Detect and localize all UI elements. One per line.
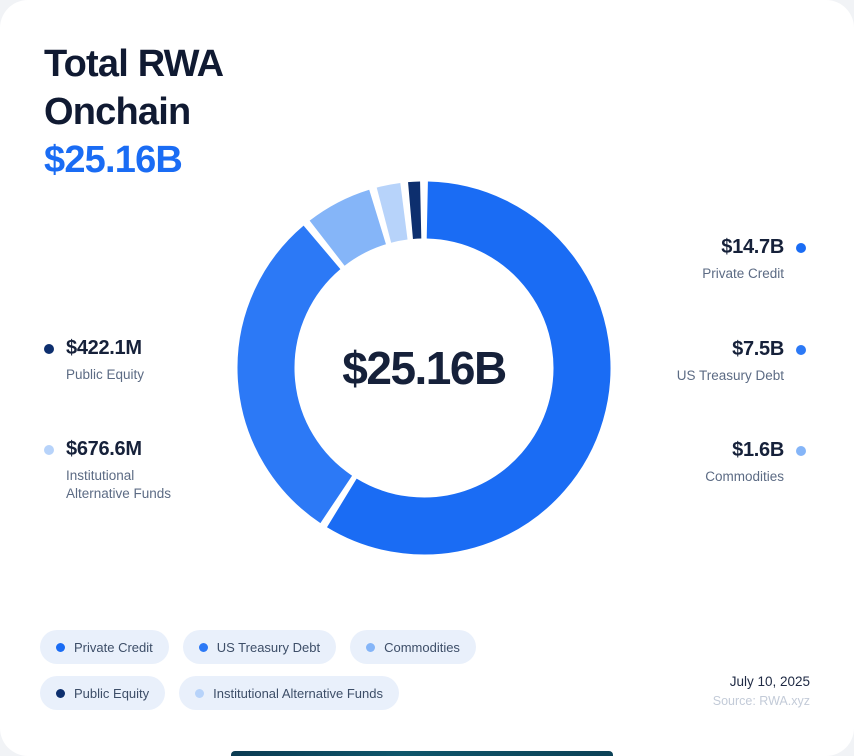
donut-segment-private-credit[interactable] [327,181,611,555]
legend-chip-label: Private Credit [74,639,153,655]
callout-dot [44,343,54,354]
callout-dot [796,344,806,355]
legend-dot [56,688,65,698]
callout-commodities: $1.6B Commodities [705,439,806,486]
legend-chip-private-credit[interactable]: Private Credit [40,630,169,664]
legend-dot [56,642,65,652]
legend-chip-us-treasury-debt[interactable]: US Treasury Debt [182,630,337,664]
donut-segment-us-treasury-debt[interactable] [237,225,353,524]
callout-value: $14.7B [721,236,784,258]
legend-dot [195,688,205,698]
next-section-peek-bar [231,751,613,756]
callout-value: $7.5B [732,338,784,360]
page-title-line1: Total RWA [44,43,224,85]
callout-label: Commodities [705,469,784,484]
legend-row-1: Private Credit US Treasury Debt Commodit… [40,630,476,664]
callout-label: Public Equity [66,367,145,382]
callout-label: Institutional Alternative Funds [66,468,172,502]
callout-label: US Treasury Debt [676,368,784,383]
callout-institutional-alternative-funds: $676.6M Institutional Alternative Funds [44,438,186,503]
callout-dot [796,242,806,253]
page-title-line2: Onchain [44,91,191,133]
callout-dot [44,444,54,455]
callout-label: Private Credit [702,266,784,281]
legend-dot [366,642,376,652]
legend-chip-commodities[interactable]: Commodities [350,630,476,664]
callout-dot [796,445,806,456]
callout-public-equity: $422.1M Public Equity [44,337,144,384]
callout-value: $422.1M [66,337,142,359]
donut-segment-public-equity[interactable] [408,181,422,239]
donut-svg [237,181,611,555]
callout-us-treasury-debt: $7.5B US Treasury Debt [677,338,806,385]
legend-row-2: Public Equity Institutional Alternative … [40,676,399,710]
donut-segment-commodities[interactable] [309,189,387,267]
legend-chip-label: US Treasury Debt [216,639,321,655]
legend-chip-label: Public Equity [74,685,150,701]
title-block: Total RWA Onchain $25.16B [44,40,224,184]
callout-value: $1.6B [732,439,784,461]
legend-chip-institutional-alternative-funds[interactable]: Institutional Alternative Funds [179,676,399,710]
legend-chip-label: Commodities [384,639,460,655]
donut-chart: $25.16B [234,178,614,558]
callout-private-credit: $14.7B Private Credit [702,236,806,283]
legend-dot [198,642,208,652]
footer-source: Source: RWA.xyz [712,694,810,708]
total-amount: $25.16B [44,139,183,181]
footer: July 10, 2025 Source: RWA.xyz [713,674,810,708]
legend-chip-label: Institutional Alternative Funds [213,685,383,701]
donut-segment-institutional-alternative-funds[interactable] [376,183,408,243]
callout-value: $676.6M [66,438,142,460]
footer-date: July 10, 2025 [729,674,810,689]
legend-chip-public-equity[interactable]: Public Equity [40,676,166,710]
